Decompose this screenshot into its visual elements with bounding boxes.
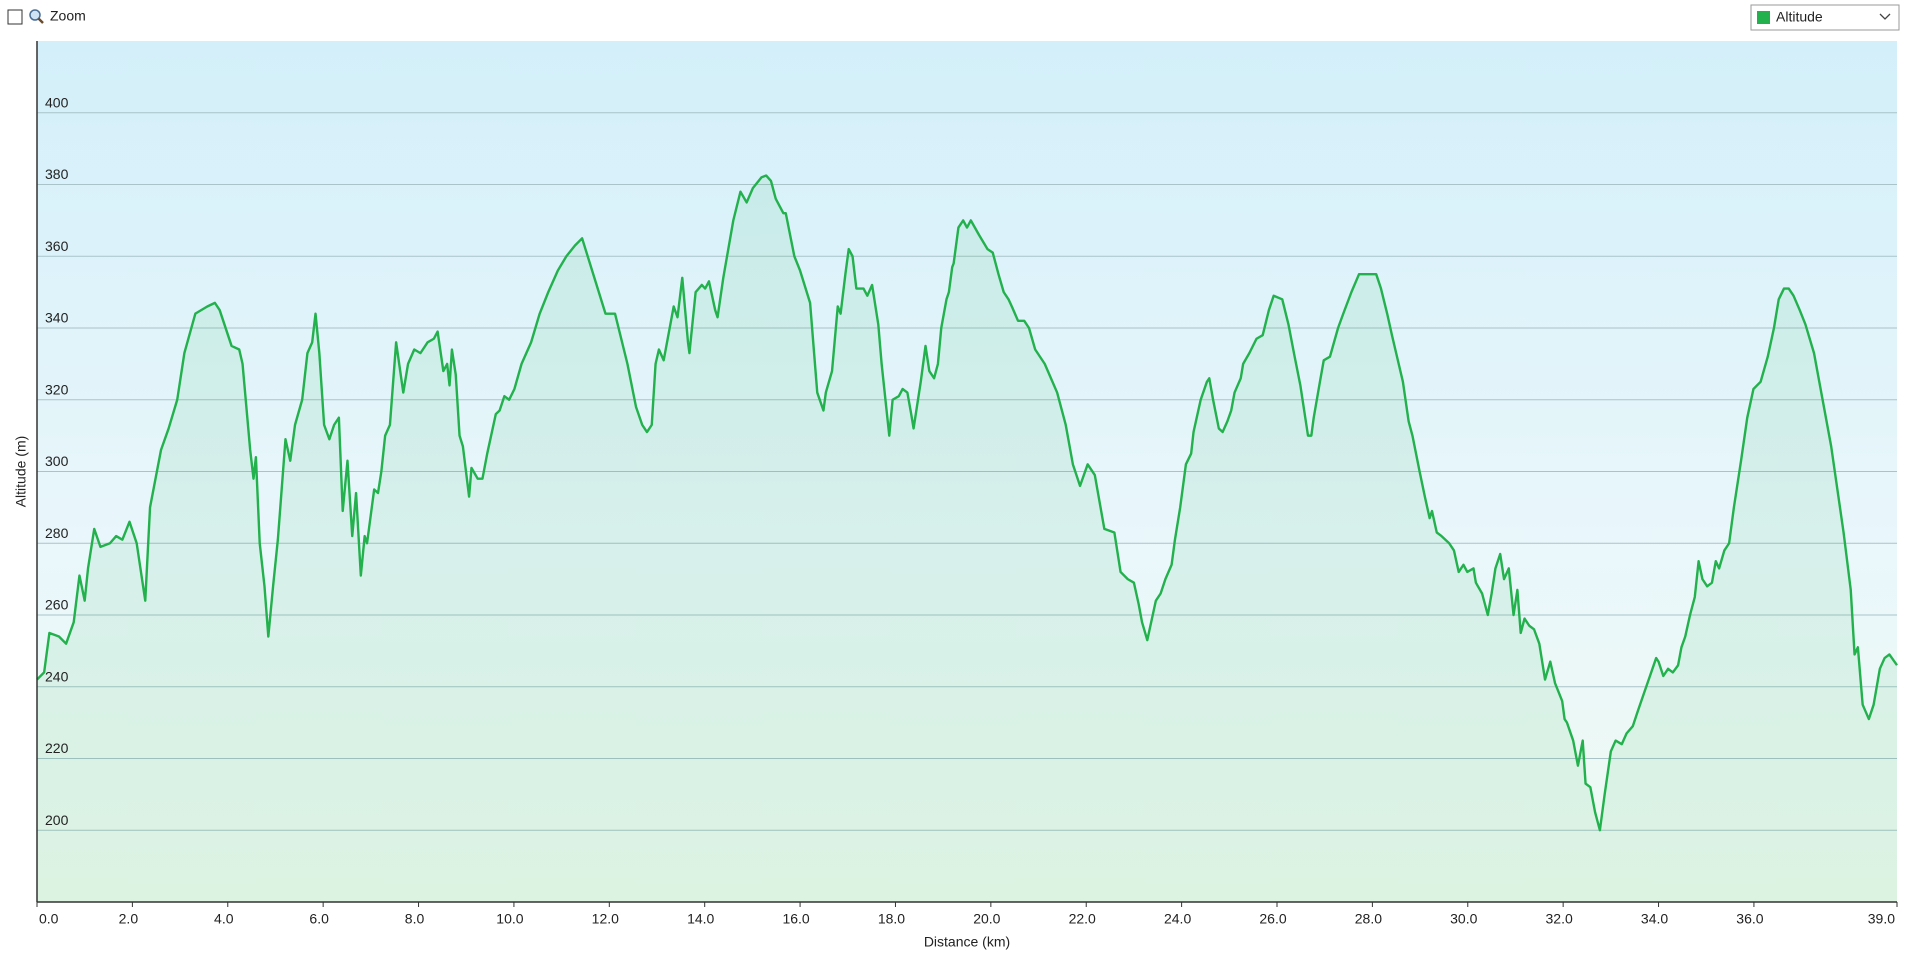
x-tick-label: 32.0 bbox=[1546, 911, 1573, 927]
series-dropdown[interactable]: Altitude bbox=[1750, 4, 1900, 31]
y-tick-label: 200 bbox=[45, 812, 69, 828]
x-tick-label: 18.0 bbox=[878, 911, 905, 927]
zoom-icon bbox=[29, 9, 44, 24]
y-tick-label: 340 bbox=[45, 310, 69, 326]
altitude-line bbox=[36, 174, 1898, 832]
x-tick-label: 6.0 bbox=[309, 911, 329, 927]
y-tick-label: 220 bbox=[45, 740, 69, 756]
x-tick-label: 10.0 bbox=[496, 911, 523, 927]
y-tick-label: 320 bbox=[45, 381, 69, 397]
x-tick-label: 8.0 bbox=[405, 911, 425, 927]
y-tick-label: 300 bbox=[45, 453, 69, 469]
x-tick-label: 14.0 bbox=[687, 911, 714, 927]
area-fill bbox=[37, 175, 1897, 902]
x-tick-label: 16.0 bbox=[782, 911, 809, 927]
y-tick-label: 380 bbox=[45, 166, 69, 182]
y-tick-label: 240 bbox=[45, 668, 69, 684]
legend-swatch bbox=[1757, 11, 1770, 24]
x-tick-label: 24.0 bbox=[1164, 911, 1191, 927]
x-tick-label: 36.0 bbox=[1736, 911, 1763, 927]
x-tick-label: 26.0 bbox=[1259, 911, 1286, 927]
dropdown-box[interactable] bbox=[1750, 4, 1900, 31]
zoom-checkbox[interactable] bbox=[7, 9, 23, 25]
x-tick-label: 20.0 bbox=[973, 911, 1000, 927]
x-tick-label: 30.0 bbox=[1450, 911, 1477, 927]
x-tick-label: 4.0 bbox=[214, 911, 234, 927]
zoom-label[interactable]: Zoom bbox=[50, 8, 86, 24]
x-axis-label: Distance (km) bbox=[924, 934, 1010, 950]
x-tick-label: 0.0 bbox=[39, 911, 59, 927]
y-axis-label: Altitude (m) bbox=[13, 436, 29, 508]
legend-label: Altitude bbox=[1776, 9, 1823, 25]
y-tick-label: 360 bbox=[45, 238, 69, 254]
x-tick-label: 39.0 bbox=[1868, 911, 1895, 927]
y-tick-label: 260 bbox=[45, 597, 69, 613]
y-tick-label: 400 bbox=[45, 94, 69, 110]
x-tick-label: 12.0 bbox=[592, 911, 619, 927]
x-tick-label: 2.0 bbox=[119, 911, 139, 927]
dropdown-arrow[interactable] bbox=[1879, 13, 1891, 20]
x-tick-label: 34.0 bbox=[1641, 911, 1668, 927]
x-tick-label: 22.0 bbox=[1069, 911, 1096, 927]
x-tick-label: 28.0 bbox=[1355, 911, 1382, 927]
y-tick-label: 280 bbox=[45, 525, 69, 541]
